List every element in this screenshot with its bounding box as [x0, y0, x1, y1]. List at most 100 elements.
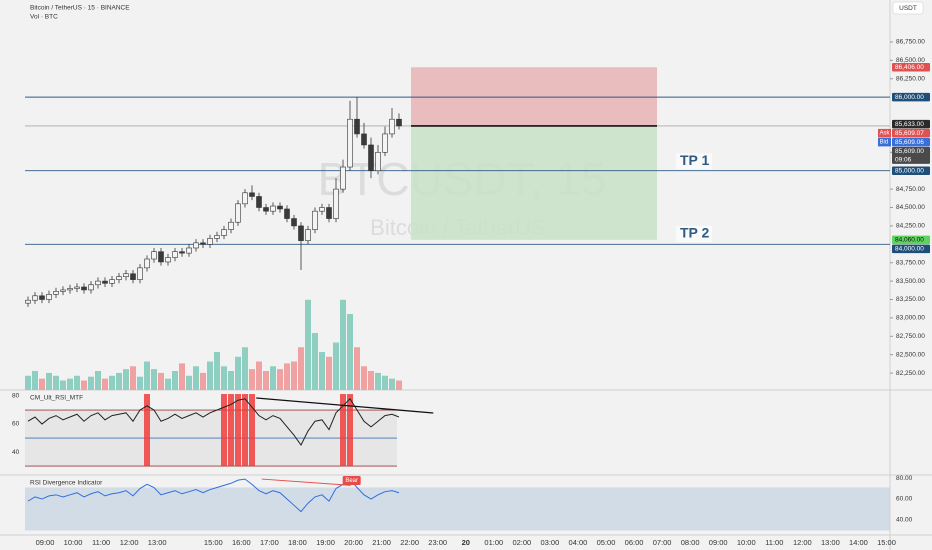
candle-body: [396, 118, 402, 127]
candle-body: [25, 299, 31, 304]
candle-body: [382, 133, 388, 153]
price-badge: [892, 146, 930, 164]
candle-body: [130, 273, 136, 280]
indicator-title: RSI Divergence Indicator: [30, 480, 103, 487]
price-badge: [892, 92, 930, 102]
y-tick-label: 83,250.00: [896, 296, 925, 303]
candle-body: [151, 251, 157, 260]
price-badge: [892, 166, 930, 175]
volume-bar: [326, 356, 332, 390]
y-tick-label: 83,500.00: [896, 278, 925, 285]
volume-bar: [389, 378, 395, 390]
annotation: TP 1: [680, 152, 710, 168]
volume-title: Vol · BTC: [30, 14, 58, 21]
price-badge-tag-label: Ask: [880, 131, 891, 137]
candle-body: [242, 192, 248, 205]
volume-bar: [221, 366, 227, 390]
y-tick-label: 83,750.00: [896, 259, 925, 266]
volume-bar: [158, 372, 164, 390]
price-badge: [892, 119, 930, 129]
volume-bar: [53, 375, 59, 390]
volume-bar: [291, 361, 297, 390]
time-tick-label: 17:00: [260, 538, 279, 547]
trend-line: [256, 397, 434, 414]
candle-body: [179, 251, 185, 254]
divergence-line: [261, 478, 351, 486]
candle-body: [228, 221, 234, 230]
indicator-band: [25, 487, 890, 531]
candle-body: [39, 295, 45, 300]
candle-body: [354, 118, 360, 135]
candle-body: [256, 196, 262, 208]
candle-body: [53, 291, 59, 295]
price-badge-label: 85,609.00: [895, 148, 924, 155]
volume-bar: [375, 372, 381, 390]
time-tick-label: 07:00: [653, 538, 672, 547]
volume-bar: [186, 375, 192, 390]
time-tick-label: 01:00: [484, 538, 503, 547]
volume-bar: [270, 366, 276, 390]
volume-bar: [46, 372, 52, 390]
volume-bar: [200, 372, 206, 390]
candle-body: [200, 242, 206, 245]
volume-bar: [81, 380, 87, 390]
candle-body: [326, 207, 332, 219]
y-tick-label: 82,750.00: [896, 333, 925, 340]
time-tick-label: 06:00: [625, 538, 644, 547]
candle-body: [277, 205, 283, 210]
time-tick-label: 09:00: [36, 538, 55, 547]
time-tick-label: 21:00: [372, 538, 391, 547]
candle-body: [193, 242, 199, 249]
time-tick-label: 08:00: [681, 538, 700, 547]
volume-bar: [354, 347, 360, 390]
volume-bar: [102, 378, 108, 390]
volume-bar: [319, 352, 325, 390]
volume-bar: [207, 361, 213, 390]
volume-bar: [137, 376, 143, 390]
y-tick-label: 80.00: [896, 475, 913, 482]
annotation-bg: [676, 153, 712, 170]
candle-body: [291, 218, 297, 227]
candle-body: [88, 284, 94, 291]
volume-bar: [214, 352, 220, 390]
volume-bar: [95, 371, 101, 390]
candle-body: [347, 118, 353, 168]
time-tick-label: 12:00: [793, 538, 812, 547]
time-tick-label: 10:00: [64, 538, 83, 547]
candle-body: [137, 267, 143, 280]
overbought-highlight: [249, 394, 255, 467]
overbought-highlight: [347, 394, 353, 467]
volume-bar: [347, 314, 353, 390]
candle-body: [207, 238, 213, 245]
volume-bar: [361, 366, 367, 390]
time-tick-label: 11:00: [765, 538, 783, 547]
time-tick-label: 11:00: [92, 538, 110, 547]
candle-body: [144, 258, 150, 269]
volume-bar: [172, 371, 178, 390]
candle-body: [361, 133, 367, 146]
y-tick-label: 80: [12, 393, 20, 400]
overbought-highlight: [340, 394, 346, 467]
candle-body: [95, 280, 101, 286]
volume-bar: [340, 299, 346, 390]
annotation: TP 2: [680, 225, 710, 241]
y-tick-label: 60.00: [896, 496, 913, 503]
price-badge-label: 86,000.00: [895, 94, 924, 101]
volume-bar: [123, 369, 129, 390]
currency-box[interactable]: [892, 1, 924, 15]
indicator-title: CM_Ult_RSI_MTF: [30, 395, 83, 402]
volume-bar: [179, 363, 185, 390]
price-badge-label: 84,060.00: [895, 237, 924, 244]
time-tick-label: 16:00: [232, 538, 251, 547]
volume-bar: [228, 371, 234, 390]
currency[interactable]: USDT: [899, 5, 917, 12]
y-tick-label: 82,250.00: [896, 370, 925, 377]
candle-body: [186, 247, 192, 254]
candle-body: [319, 207, 325, 212]
price-badge-tag: [878, 137, 891, 147]
y-tick-label: 84,250.00: [896, 223, 925, 230]
price-badge-tag: [878, 128, 891, 138]
candle-body: [270, 205, 276, 212]
